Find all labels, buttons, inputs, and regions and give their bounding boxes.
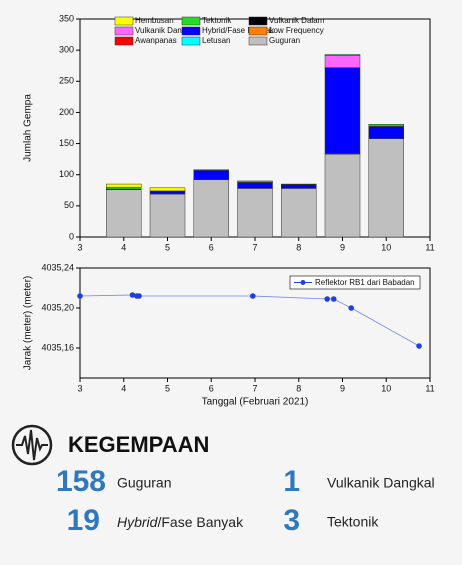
bar-segment — [281, 184, 317, 189]
legend-label: Awanpanas — [135, 36, 177, 45]
bar-segment — [324, 67, 361, 154]
legend-label: Tektonik — [202, 16, 232, 25]
x-tick-label: 10 — [381, 383, 391, 393]
y-tick-label: 250 — [59, 76, 74, 86]
bar-segment — [324, 153, 361, 238]
count-label: Vulkanik Dangkal — [327, 475, 435, 491]
count: 19 — [67, 504, 100, 537]
bar-segment — [368, 138, 404, 238]
y-axis-label: Jarak (meter) (meter) — [23, 276, 34, 370]
bar-segment — [193, 179, 229, 238]
legend-label: Guguran — [269, 36, 300, 45]
count: 3 — [283, 504, 300, 537]
legend-marker — [300, 280, 306, 285]
bar-segment — [106, 186, 142, 190]
x-tick-label: 6 — [209, 242, 214, 252]
legend-swatch — [181, 16, 201, 26]
x-tick-label: 4 — [121, 383, 126, 393]
legend-label: Low Frequency — [269, 26, 324, 35]
legend-swatch — [114, 16, 134, 26]
legend-swatch — [248, 36, 268, 46]
x-tick-label: 11 — [425, 383, 434, 393]
legend-swatch — [181, 26, 201, 36]
y-tick-label: 4035,24 — [41, 262, 74, 272]
point — [250, 293, 256, 299]
x-tick-label: 6 — [209, 383, 214, 393]
count: 1 — [283, 465, 300, 498]
point — [136, 293, 142, 299]
x-tick-label: 9 — [340, 242, 345, 252]
x-tick-label: 3 — [77, 383, 82, 393]
legend-swatch — [114, 26, 134, 36]
x-tick-label: 7 — [252, 242, 257, 252]
count-label-italic: Hybrid — [117, 514, 159, 530]
y-tick-label: 4035,16 — [41, 342, 74, 352]
bar-segment — [368, 126, 404, 139]
legend-swatch — [181, 36, 201, 46]
count-label: Tektonik — [327, 514, 379, 530]
y-tick-label: 200 — [59, 107, 74, 117]
seismo-icon — [11, 424, 53, 466]
y-tick-label: 100 — [59, 169, 74, 179]
x-tick-label: 11 — [425, 242, 434, 252]
line — [79, 294, 420, 347]
point — [348, 305, 355, 311]
bar-segment — [281, 183, 317, 185]
y-axis-label: Jumlah Gempa — [23, 94, 34, 162]
legend-label: Vulkanik Dalam — [269, 16, 325, 25]
x-axis-label: Tanggal (Februari 2021) — [202, 397, 309, 408]
count-label-rest: /Fase Banyak — [157, 514, 244, 530]
y-tick-label: 4035,20 — [41, 302, 74, 312]
legend-box — [289, 275, 421, 290]
legend-swatch — [114, 36, 134, 46]
bar-segment — [237, 188, 273, 238]
x-tick-label: 9 — [340, 383, 345, 393]
bar-segment — [324, 55, 361, 68]
count: 158 — [56, 465, 106, 498]
y-tick-label: 300 — [59, 45, 74, 55]
bar-segment — [237, 180, 273, 183]
legend-label: Letusan — [202, 36, 230, 45]
count-label: Guguran — [117, 475, 171, 491]
bar-segment — [106, 189, 142, 238]
legend-swatch — [248, 16, 268, 26]
y-tick-label: 0 — [69, 231, 74, 241]
point — [416, 343, 422, 349]
bar-segment — [324, 54, 361, 56]
x-tick-label: 5 — [165, 242, 170, 252]
legend-label: Hembusan — [135, 16, 174, 25]
bar-segment — [106, 183, 142, 188]
x-tick-label: 8 — [296, 242, 301, 252]
x-tick-label: 5 — [165, 383, 170, 393]
point — [77, 293, 83, 299]
bar-segment — [149, 193, 186, 238]
bar-segment — [237, 182, 273, 189]
legend-label: Vulkanik Dangkal — [135, 26, 197, 35]
bar-segment — [149, 187, 186, 192]
legend-label: Reflektor RB1 dari Babadan — [315, 278, 415, 287]
point — [330, 296, 337, 302]
point — [129, 292, 136, 298]
bar-segment — [193, 170, 229, 180]
y-tick-label: 350 — [59, 13, 74, 23]
summary-title: KEGEMPAAN — [68, 432, 209, 457]
y-tick-label: 50 — [64, 200, 74, 210]
bar-segment — [368, 124, 404, 127]
x-tick-label: 4 — [121, 242, 126, 252]
point — [324, 296, 330, 302]
x-tick-label: 8 — [296, 383, 301, 393]
count-label: Hybrid/Fase Banyak — [117, 514, 244, 530]
legend-swatch — [248, 26, 268, 36]
bar-segment — [193, 169, 229, 171]
bar-segment — [281, 188, 317, 238]
y-tick-label: 150 — [59, 138, 74, 148]
x-tick-label: 7 — [252, 383, 257, 393]
legend-label: Hybrid/Fase Banyak — [202, 26, 275, 35]
x-tick-label: 3 — [77, 242, 82, 252]
x-tick-label: 10 — [381, 242, 391, 252]
bar-segment — [149, 191, 186, 195]
